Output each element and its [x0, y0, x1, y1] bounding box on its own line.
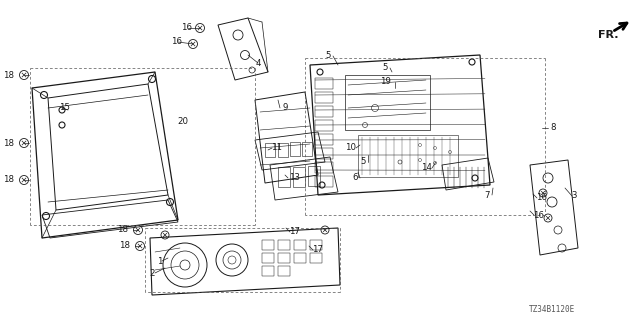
Text: 13: 13 [289, 173, 301, 182]
Text: 18: 18 [3, 175, 15, 185]
Bar [290, 142, 300, 156]
Text: 17: 17 [289, 228, 301, 236]
Text: 7: 7 [484, 190, 490, 199]
Bar [315, 92, 333, 103]
Bar [345, 75, 430, 130]
Bar [278, 240, 290, 250]
Bar [294, 253, 306, 263]
Text: 5: 5 [360, 157, 365, 166]
Bar [294, 240, 306, 250]
Bar [262, 253, 274, 263]
Text: 16: 16 [182, 23, 193, 33]
Bar [310, 240, 322, 250]
Bar [293, 167, 305, 187]
Bar [278, 167, 290, 187]
Bar [308, 166, 320, 186]
Text: 5: 5 [382, 63, 388, 73]
Text: 14: 14 [422, 164, 433, 172]
Text: 15: 15 [60, 103, 70, 113]
Text: 18: 18 [3, 139, 15, 148]
Text: 3: 3 [572, 191, 577, 201]
Bar [315, 148, 333, 159]
Text: 17: 17 [312, 245, 323, 254]
Bar [278, 253, 290, 263]
Bar [310, 253, 322, 263]
Bar [358, 135, 458, 177]
Bar [315, 134, 333, 145]
Text: 11: 11 [271, 143, 282, 153]
Text: 16: 16 [536, 194, 547, 203]
Text: 2: 2 [149, 268, 155, 277]
Text: 16: 16 [172, 37, 182, 46]
Text: 4: 4 [255, 59, 260, 68]
Bar [262, 266, 274, 276]
Text: 18: 18 [3, 70, 15, 79]
Bar [302, 142, 312, 156]
Text: 10: 10 [346, 143, 356, 153]
Text: 16: 16 [534, 211, 545, 220]
Text: FR.: FR. [598, 30, 618, 40]
Text: 8: 8 [550, 124, 556, 132]
Text: 9: 9 [282, 103, 288, 113]
Bar [315, 120, 333, 131]
Text: 20: 20 [177, 117, 189, 126]
Bar [265, 143, 275, 157]
Bar [315, 176, 333, 187]
Text: 19: 19 [380, 77, 390, 86]
Bar [315, 162, 333, 173]
Text: 6: 6 [352, 173, 358, 182]
Text: 18: 18 [118, 226, 129, 235]
Bar [315, 78, 333, 89]
Bar [278, 266, 290, 276]
Bar [315, 106, 333, 117]
Bar [262, 240, 274, 250]
Bar [278, 143, 288, 157]
Text: 1: 1 [157, 257, 163, 266]
Text: 18: 18 [120, 242, 131, 251]
Text: TZ34B1120E: TZ34B1120E [529, 306, 575, 315]
Text: 5: 5 [325, 52, 331, 60]
